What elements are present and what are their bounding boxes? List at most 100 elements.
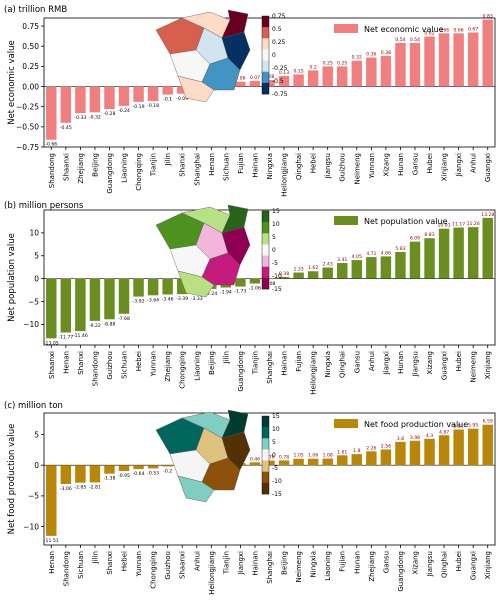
bar bbox=[395, 251, 406, 279]
bar bbox=[438, 228, 450, 279]
colorbar-tick-label: -5 bbox=[272, 465, 278, 472]
bar bbox=[424, 438, 435, 466]
bar bbox=[293, 458, 304, 466]
x-tick-label: Jilin bbox=[91, 551, 99, 564]
colorbar-tick-label: 10 bbox=[272, 426, 280, 433]
bar bbox=[424, 36, 435, 87]
x-tick-label: Yunnan bbox=[150, 351, 158, 378]
bar bbox=[380, 55, 392, 87]
x-tick-label: Shanxi bbox=[179, 153, 187, 177]
data-label: 2.26 bbox=[366, 445, 376, 451]
x-tick-label: Jilin bbox=[222, 351, 230, 364]
panel-title: (c) million ton bbox=[4, 401, 63, 411]
bar bbox=[162, 86, 173, 95]
x-tick-label: Jilin bbox=[164, 153, 172, 166]
x-tick-label: Ningxia bbox=[324, 351, 332, 377]
x-tick-label: Tianjin bbox=[251, 351, 259, 375]
y-axis-label: Net food production value bbox=[7, 424, 17, 535]
colorbar-segment bbox=[262, 16, 269, 28]
x-tick-label: Chongqing bbox=[179, 351, 187, 389]
data-label: 0.13 bbox=[279, 70, 289, 76]
colorbar-tick-label: 0.75 bbox=[272, 13, 286, 20]
bar bbox=[395, 441, 406, 466]
data-label: -1.73 bbox=[234, 289, 246, 295]
x-tick-label: Jiangxi bbox=[237, 551, 245, 575]
bar bbox=[424, 238, 435, 279]
data-label: 0.25 bbox=[337, 60, 347, 66]
bar bbox=[104, 86, 115, 110]
colorbar-frame bbox=[261, 415, 270, 495]
x-tick-label: Shandong bbox=[91, 351, 99, 386]
data-label: 0.83 bbox=[483, 14, 493, 20]
bar bbox=[467, 428, 479, 466]
bar bbox=[453, 33, 464, 87]
bar bbox=[104, 278, 115, 320]
bar bbox=[60, 278, 72, 333]
data-label: 1.08 bbox=[323, 453, 333, 459]
data-label: 4.86 bbox=[381, 250, 391, 256]
x-tick-label: Tianjin bbox=[222, 551, 230, 575]
data-label: -0.32 bbox=[89, 114, 101, 120]
data-label: 0.08 bbox=[264, 74, 274, 80]
x-tick-label: Xizang bbox=[426, 351, 434, 375]
x-tick-label: Guizhou bbox=[106, 351, 114, 380]
data-label: 0.54 bbox=[395, 37, 405, 43]
x-tick-label: Xinjiang bbox=[484, 351, 492, 379]
x-tick-label: Anhui bbox=[368, 351, 376, 371]
data-label: 4.05 bbox=[352, 254, 362, 260]
x-tick-label: Fujian bbox=[237, 153, 245, 174]
y-tick-label: −0.50 bbox=[16, 123, 39, 132]
bar bbox=[147, 465, 159, 469]
bar bbox=[264, 80, 275, 87]
data-label: -0.45 bbox=[60, 125, 72, 131]
colorbar-tick-label: 10 bbox=[272, 221, 280, 228]
x-tick-label: Chongqing bbox=[150, 551, 158, 589]
x-tick-label: Shaanxi bbox=[179, 551, 187, 579]
data-label: -2.24 bbox=[205, 291, 217, 297]
colorbar-tick-label: -10 bbox=[272, 273, 282, 280]
data-label: 0.38 bbox=[381, 50, 391, 56]
colorbar-segment bbox=[262, 71, 269, 84]
x-tick-label: Henan bbox=[62, 351, 70, 374]
data-label: 0.07 bbox=[250, 75, 260, 81]
bar bbox=[75, 86, 86, 114]
x-tick-label: Guangxi bbox=[441, 351, 449, 380]
data-label: -0.09 bbox=[176, 96, 188, 102]
x-tick-label: Hunan bbox=[397, 351, 405, 374]
colorbar-segment bbox=[262, 471, 269, 484]
x-tick-label: Xizang bbox=[382, 153, 390, 177]
data-label: -2.81 bbox=[89, 484, 101, 490]
inset-map: 15 10 5 0 -5 -10 -15 bbox=[155, 204, 282, 298]
bar bbox=[278, 460, 290, 466]
data-label: -11.77 bbox=[58, 335, 73, 341]
bar bbox=[60, 465, 72, 484]
x-tick-label: Guizhou bbox=[164, 551, 172, 580]
data-label: -0.18 bbox=[147, 103, 159, 109]
x-tick-label: Guizhou bbox=[339, 153, 347, 182]
data-label: -2.85 bbox=[74, 485, 86, 491]
x-tick-label: Gansu bbox=[353, 351, 361, 373]
data-label: 11.17 bbox=[452, 222, 465, 228]
x-tick-label: Heilongjiang bbox=[281, 153, 289, 197]
data-label: -11.46 bbox=[73, 333, 88, 339]
x-tick-label: Sichuan bbox=[121, 351, 129, 379]
x-tick-label: Yunnan bbox=[135, 551, 143, 578]
map-region bbox=[177, 475, 215, 503]
x-tick-label: Shandong bbox=[48, 153, 56, 188]
x-tick-label: Shanghai bbox=[266, 351, 274, 384]
x-tick-label: Heilongjiang bbox=[208, 551, 216, 595]
bar bbox=[278, 76, 290, 87]
bar bbox=[118, 278, 130, 314]
colorbar-segment bbox=[262, 38, 269, 50]
x-tick-label: Guangdong bbox=[237, 351, 245, 392]
bar bbox=[75, 465, 86, 483]
colorbar-tick-label: 0 bbox=[272, 452, 276, 459]
bar bbox=[307, 458, 319, 466]
data-label: -3.39 bbox=[176, 296, 188, 302]
data-label: 1.8 bbox=[353, 448, 360, 454]
x-tick-label: Jiangsu bbox=[426, 551, 434, 577]
legend-swatch bbox=[334, 419, 358, 428]
colorbar-tick-label: -15 bbox=[272, 491, 282, 498]
colorbar-tick-label: 15 bbox=[272, 413, 280, 420]
y-axis-label: Net population value bbox=[7, 233, 17, 322]
